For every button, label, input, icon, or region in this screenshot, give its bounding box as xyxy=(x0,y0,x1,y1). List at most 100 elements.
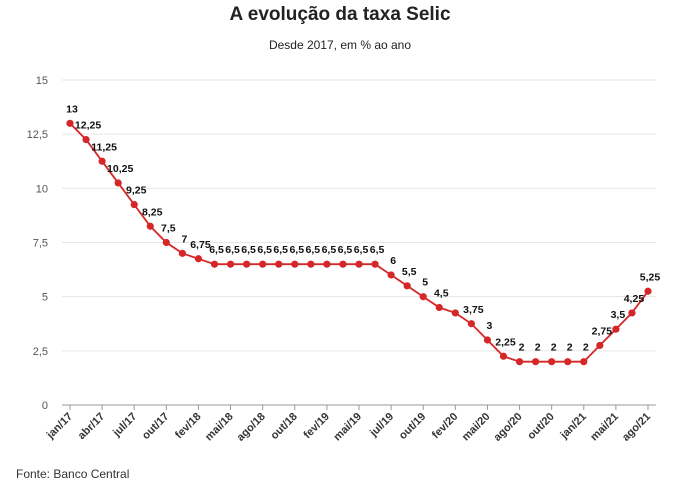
data-point xyxy=(291,260,299,268)
x-tick-label: jan/17 xyxy=(44,411,75,442)
data-point xyxy=(483,336,492,344)
x-tick-label: ago/20 xyxy=(492,411,525,444)
data-label: 3 xyxy=(487,320,493,332)
data-point xyxy=(564,358,572,366)
data-point xyxy=(612,325,620,333)
x-tick-label: jul/17 xyxy=(110,411,139,440)
x-tick-label: fev/20 xyxy=(430,411,461,442)
x-tick-label: ago/18 xyxy=(235,411,268,444)
data-label: 7,5 xyxy=(161,223,176,235)
data-label: 6,5 xyxy=(289,244,304,256)
data-point xyxy=(307,260,315,268)
data-points xyxy=(66,119,652,366)
data-label: 6,75 xyxy=(190,239,211,251)
data-point xyxy=(323,260,331,268)
data-point xyxy=(419,293,427,301)
data-point xyxy=(162,238,170,247)
data-label: 13 xyxy=(66,103,78,115)
data-point xyxy=(596,341,604,350)
data-point xyxy=(339,260,347,268)
x-tick-label: fev/18 xyxy=(173,411,204,442)
data-point xyxy=(548,358,556,366)
data-point xyxy=(371,260,379,268)
x-tick-label: out/17 xyxy=(140,411,171,442)
data-point xyxy=(146,222,154,230)
data-label: 4,25 xyxy=(624,293,645,305)
data-label: 6,5 xyxy=(209,244,224,256)
data-point xyxy=(499,352,508,360)
data-point xyxy=(532,358,540,366)
data-point xyxy=(275,260,283,268)
x-tick-label: out/18 xyxy=(268,411,299,442)
data-label: 12,25 xyxy=(75,120,101,132)
data-label: 6,5 xyxy=(338,244,353,256)
x-tick-label: jan/21 xyxy=(558,411,589,442)
data-point xyxy=(435,303,443,312)
x-tick-label: out/19 xyxy=(397,411,428,442)
x-tick-label: abr/17 xyxy=(76,411,107,442)
data-label: 2 xyxy=(567,342,573,354)
x-tick-label: jul/19 xyxy=(367,411,396,440)
x-tick-label: fev/19 xyxy=(301,411,332,442)
data-label: 6 xyxy=(390,255,396,267)
data-label: 2 xyxy=(519,342,525,354)
data-point xyxy=(259,260,267,268)
y-tick-label: 2,5 xyxy=(33,346,48,358)
data-label: 3,75 xyxy=(463,304,484,316)
data-point xyxy=(644,287,652,295)
x-tick-label: mai/21 xyxy=(588,411,621,444)
x-axis: jan/17 abr/17 jul/17 out/17 fev/18 mai/18ago/… xyxy=(44,404,656,444)
y-tick-label: 7,5 xyxy=(33,238,48,250)
data-point xyxy=(66,119,74,127)
data-point xyxy=(580,358,588,366)
data-label: 7 xyxy=(181,233,187,245)
y-tick-label: 5 xyxy=(42,292,48,304)
data-label: 9,25 xyxy=(126,185,147,197)
grid-lines xyxy=(62,79,656,406)
data-label: 3,5 xyxy=(611,309,626,321)
data-point xyxy=(451,309,459,317)
data-point xyxy=(178,249,186,257)
data-point xyxy=(114,179,122,187)
y-axis-ticks: 0 2,5 5 7,5 10 12,5 15 xyxy=(27,75,48,412)
data-point xyxy=(403,282,411,290)
data-label: 5,5 xyxy=(402,266,417,278)
y-tick-label: 15 xyxy=(36,75,48,87)
source-note: Fonte: Banco Central xyxy=(16,467,130,481)
data-label: 2 xyxy=(583,342,589,354)
y-tick-label: 10 xyxy=(36,183,48,195)
data-label: 6,5 xyxy=(273,244,288,256)
data-label: 6,5 xyxy=(257,244,272,256)
x-tick-label: ago/21 xyxy=(620,411,653,444)
data-label: 6,5 xyxy=(370,244,385,256)
x-tick-label: mai/19 xyxy=(331,411,364,444)
data-label: 6,5 xyxy=(322,244,337,256)
data-label: 6,5 xyxy=(241,244,256,256)
data-label: 2,25 xyxy=(495,336,516,348)
data-label: 8,25 xyxy=(142,206,163,218)
y-tick-label: 12,5 xyxy=(27,129,48,141)
y-tick-label: 0 xyxy=(42,400,48,412)
data-point xyxy=(243,260,251,268)
data-point xyxy=(98,157,106,165)
data-point xyxy=(226,260,235,268)
data-point xyxy=(387,271,395,279)
data-label: 2 xyxy=(535,342,541,354)
data-point xyxy=(467,320,475,328)
data-label: 5 xyxy=(422,277,428,289)
x-tick-label: out/20 xyxy=(525,411,556,442)
data-point xyxy=(130,200,138,209)
data-label: 2 xyxy=(551,342,557,354)
x-tick-label: mai/18 xyxy=(203,411,236,444)
data-label: 10,25 xyxy=(107,163,133,175)
data-label: 2,75 xyxy=(592,325,613,337)
data-point xyxy=(628,309,636,317)
x-tick-label: mai/20 xyxy=(460,411,493,444)
data-point xyxy=(82,135,90,144)
data-label: 6,5 xyxy=(354,244,369,256)
data-label: 5,25 xyxy=(640,271,661,283)
chart-title: A evolução da taxa Selic xyxy=(229,4,451,25)
data-label: 4,5 xyxy=(434,288,449,300)
